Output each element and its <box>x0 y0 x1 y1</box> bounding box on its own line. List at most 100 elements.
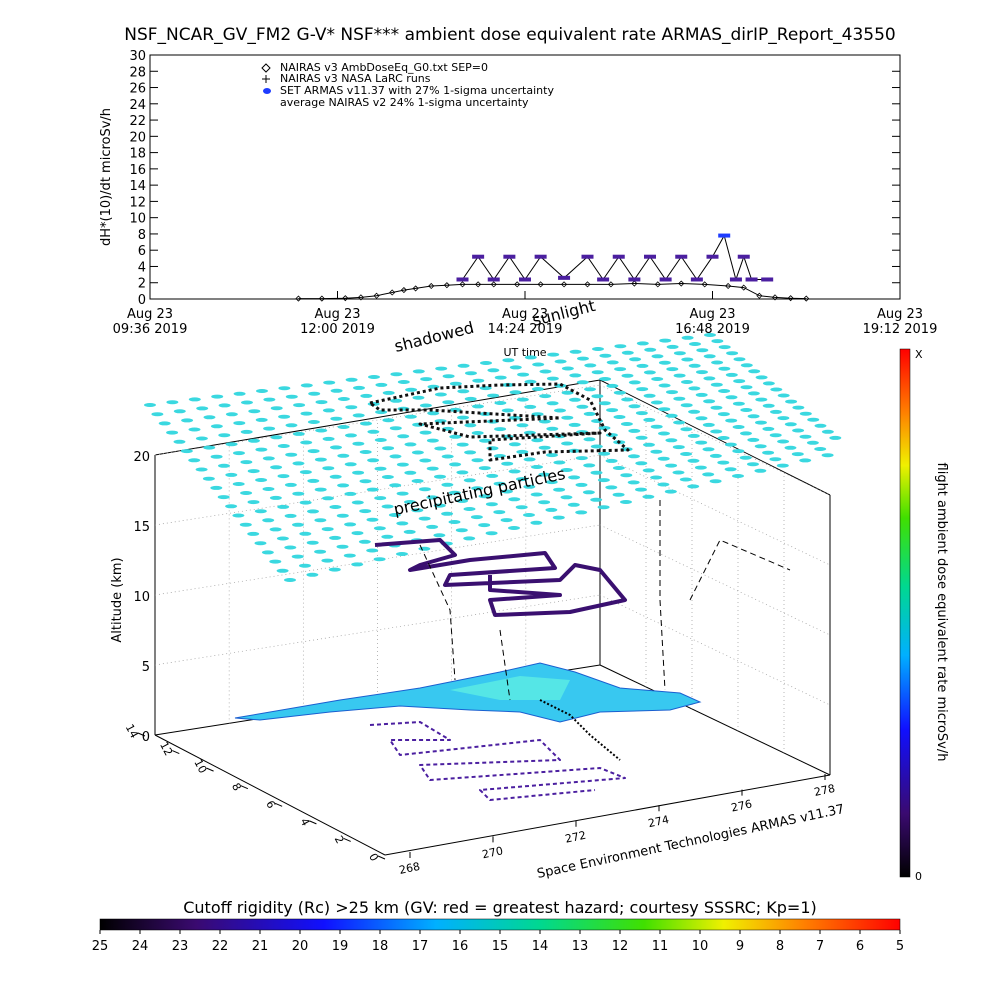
particle-mark <box>358 539 371 544</box>
particle-mark <box>732 401 745 406</box>
particle-mark <box>584 387 596 392</box>
particle-mark <box>233 451 245 456</box>
particle-mark <box>390 372 403 377</box>
particle-mark <box>366 548 379 553</box>
rc-tick-label: 15 <box>492 939 509 954</box>
particle-mark <box>583 411 596 416</box>
particle-mark <box>516 397 529 402</box>
nairas-point <box>400 286 407 294</box>
particle-mark <box>353 385 365 390</box>
particle-mark <box>328 567 341 572</box>
particle-mark <box>248 409 261 414</box>
particle-mark <box>538 445 551 450</box>
particle-mark <box>643 370 656 375</box>
particle-mark <box>538 500 551 505</box>
particle-mark <box>733 357 746 362</box>
particle-mark <box>629 357 642 362</box>
particle-mark <box>478 523 491 528</box>
particle-mark <box>202 476 215 481</box>
x-tick-label-date: Aug 23 <box>127 307 173 322</box>
particle-mark <box>644 347 657 352</box>
flight-track-shadow <box>369 721 626 801</box>
particle-mark <box>322 496 334 501</box>
particle-mark <box>688 363 701 368</box>
particle-mark <box>614 367 627 372</box>
particle-mark <box>636 363 649 368</box>
particle-mark <box>367 429 380 434</box>
particle-mark <box>195 467 208 472</box>
particle-mark <box>821 453 834 458</box>
particle-mark <box>755 375 768 380</box>
shadowed-label: shadowed <box>392 318 475 356</box>
particle-mark <box>478 466 491 471</box>
particle-mark <box>575 482 588 487</box>
particle-mark <box>419 403 432 408</box>
particle-mark <box>546 376 559 381</box>
particle-mark <box>590 497 603 502</box>
cutoff-rigidity-gradient <box>99 918 901 931</box>
particle-mark <box>577 356 589 361</box>
particle-mark <box>449 434 462 439</box>
armas-point <box>558 275 571 280</box>
particle-mark <box>374 466 387 471</box>
legend-plus-icon <box>262 75 270 83</box>
legend-label-4: average NAIRAS v2 24% 1-sigma uncertaint… <box>280 96 529 109</box>
armas-point <box>729 277 742 282</box>
dose-rate-colorbar-label: flight ambient dose equivalent rate micr… <box>934 463 949 762</box>
particle-mark <box>381 534 394 539</box>
particle-mark <box>352 413 365 418</box>
particle-mark <box>689 342 701 346</box>
particle-mark <box>777 393 790 398</box>
grid-line <box>599 454 831 566</box>
particle-mark <box>412 369 425 374</box>
particle-mark <box>427 384 440 389</box>
particle-mark <box>396 462 409 467</box>
rc-tick-label: 24 <box>132 939 149 954</box>
particle-mark <box>263 426 276 431</box>
particle-mark <box>433 503 446 508</box>
particle-mark <box>269 495 282 500</box>
particle-mark <box>806 440 819 445</box>
particle-mark <box>486 446 499 451</box>
altitude-tick-label: 20 <box>133 450 150 465</box>
particle-mark <box>635 411 648 416</box>
longitude-tick-label: 278 <box>813 782 836 799</box>
particle-mark <box>666 390 678 395</box>
x-tick-label-time: 12:00 2019 <box>300 322 375 337</box>
particle-mark <box>500 518 513 523</box>
particle-mark <box>300 411 313 416</box>
rc-tick-label: 19 <box>332 939 349 954</box>
particle-mark <box>508 497 521 502</box>
particle-mark <box>531 387 544 391</box>
y-tick-label: 22 <box>129 114 146 129</box>
particle-mark <box>337 397 350 401</box>
particle-mark <box>748 369 761 374</box>
particle-mark <box>373 526 386 531</box>
particle-mark <box>368 375 380 379</box>
particle-mark <box>196 406 209 411</box>
particle-mark <box>681 357 694 362</box>
altitude-ticks: 0 5 10 15 20 <box>133 450 150 745</box>
grid-line <box>154 594 601 666</box>
particle-mark <box>576 404 589 409</box>
particle-mark <box>375 410 388 415</box>
particle-mark <box>418 546 431 551</box>
particle-mark <box>217 495 230 500</box>
particle-mark <box>724 467 737 472</box>
particle-mark <box>254 541 267 546</box>
particle-mark <box>351 531 364 536</box>
particle-mark <box>195 436 208 441</box>
particle-mark <box>747 391 760 396</box>
particle-mark <box>494 427 507 432</box>
particle-mark <box>702 422 715 427</box>
particle-mark <box>344 462 357 467</box>
particle-mark <box>210 454 223 459</box>
particle-mark <box>262 487 275 491</box>
longitude-tick-label: 272 <box>564 829 587 846</box>
particle-mark <box>404 470 417 475</box>
sunlight-label: sunlight <box>530 296 597 330</box>
particle-mark <box>345 405 358 410</box>
particle-mark <box>740 363 753 368</box>
particle-mark <box>255 447 268 452</box>
particle-mark <box>233 421 246 426</box>
